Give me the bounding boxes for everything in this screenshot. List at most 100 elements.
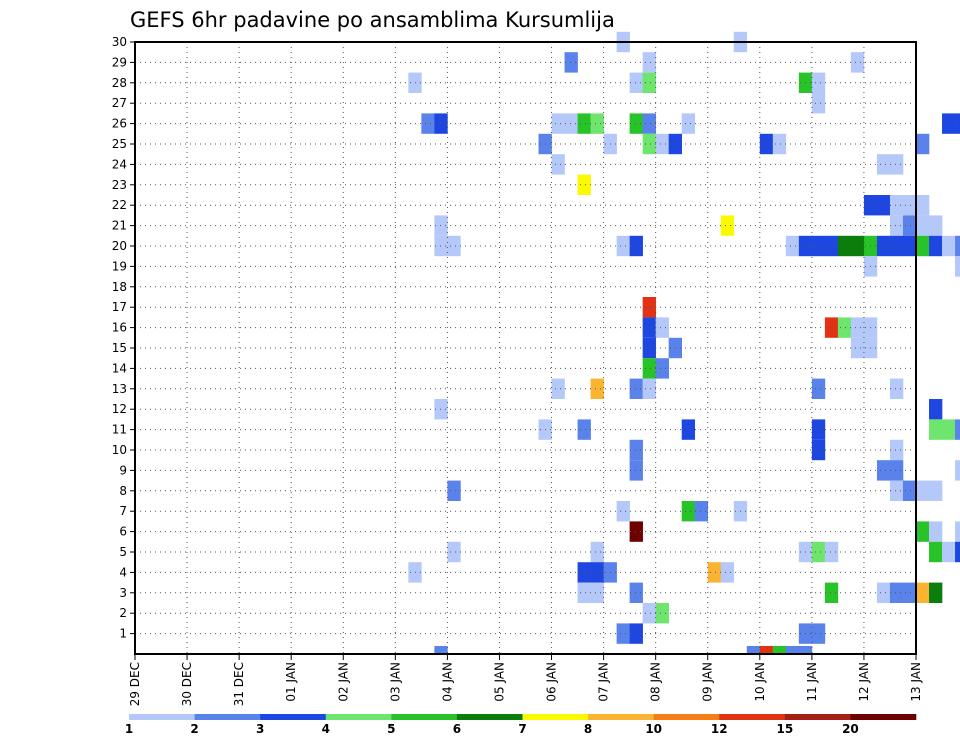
x-tick-label: 04 JAN [440, 662, 454, 702]
x-tick-label: 13 JAN [909, 662, 923, 702]
heatmap-cell [929, 399, 943, 420]
heatmap-cell [590, 562, 604, 583]
y-tick-label: 22 [112, 198, 127, 212]
heatmap-cell [629, 378, 643, 399]
heatmap-cell [629, 72, 643, 93]
heatmap-cell [434, 113, 448, 134]
y-tick-label: 25 [112, 137, 127, 151]
heatmap-cell [811, 439, 826, 461]
heatmap-cell [929, 215, 943, 236]
y-tick-label: 12 [112, 402, 127, 416]
y-tick-label: 10 [112, 443, 127, 457]
heatmap-cell [902, 215, 917, 236]
heatmap-cell [577, 113, 591, 134]
heatmap-cell [642, 113, 656, 134]
heatmap-cell [902, 480, 917, 501]
heatmap-cell [889, 480, 904, 501]
y-axis-ticks: 1234567891011121314151617181920212223242… [112, 35, 135, 641]
y-tick-label: 1 [119, 627, 127, 641]
heatmap-cell [629, 582, 643, 603]
colorbar-segment [129, 714, 195, 720]
heatmap-cell [955, 460, 960, 481]
heatmap-cell [929, 480, 943, 501]
heatmap-cell [616, 235, 630, 257]
heatmap-cell [577, 562, 591, 583]
y-tick-label: 23 [112, 178, 127, 192]
colorbar-label: 12 [711, 722, 728, 736]
heatmap-cell [434, 646, 448, 654]
heatmap-cell [434, 215, 448, 236]
heatmap-cell [551, 113, 565, 134]
colorbar-label: 8 [584, 722, 592, 736]
heatmap-cell [876, 195, 891, 216]
colorbar-label: 2 [190, 722, 198, 736]
y-tick-label: 4 [119, 565, 127, 579]
heatmap-cell [889, 378, 904, 399]
heatmap-cell [929, 419, 943, 440]
heatmap-cell [942, 113, 956, 134]
heatmap-cell [642, 378, 656, 399]
heatmap-cell [564, 113, 578, 134]
heatmap-cell [955, 113, 960, 134]
heatmap-cell [642, 52, 656, 73]
y-tick-label: 14 [112, 361, 127, 375]
x-tick-label: 05 JAN [492, 662, 506, 702]
heatmap-cell [955, 256, 960, 277]
x-axis-ticks: 29 DEC 30 DEC 31 DEC 01 JAN 02 JAN 03 JAN 04 J… [128, 654, 923, 706]
heatmap-cell [681, 419, 696, 440]
heatmap-cell [447, 480, 461, 501]
y-tick-label: 6 [119, 525, 127, 539]
heatmap-cell [811, 93, 826, 114]
y-tick-label: 5 [119, 545, 127, 559]
heatmap-cell [955, 235, 960, 257]
colorbar-segment [719, 714, 786, 720]
heatmap-cell [629, 521, 643, 542]
y-tick-label: 15 [112, 341, 127, 355]
heatmap-cell [655, 358, 669, 379]
y-tick-label: 19 [112, 259, 127, 273]
colorbar-label: 7 [518, 722, 526, 736]
y-tick-label: 13 [112, 382, 127, 396]
heatmap-cell [707, 562, 722, 583]
x-tick-label: 03 JAN [388, 662, 402, 702]
colorbar-label: 5 [387, 722, 395, 736]
heatmap-cell [889, 439, 904, 461]
heatmap-cell [642, 603, 656, 624]
heatmap-cell [889, 195, 904, 216]
heatmap-cell [850, 235, 865, 257]
heatmap-cell [929, 582, 943, 603]
heatmap-cell [929, 235, 943, 257]
colorbar-segment [391, 714, 458, 720]
heatmap-cell [629, 460, 643, 481]
colorbar-segment [588, 714, 654, 720]
colorbar-label: 15 [776, 722, 793, 736]
x-tick-label: 01 JAN [284, 662, 298, 702]
heatmap-cell [824, 582, 839, 603]
heatmap-cell [759, 646, 774, 654]
heatmap-cell [629, 235, 643, 257]
colorbar: 1 2 3 4 5 6 7 8 10 12 15 20 [125, 714, 917, 736]
y-tick-label: 20 [112, 239, 127, 253]
heatmap-cell [942, 235, 956, 257]
heatmap-cell [590, 582, 604, 603]
colorbar-segment [522, 714, 589, 720]
x-tick-label: 09 JAN [701, 662, 715, 702]
colorbar-segment [260, 714, 327, 720]
colorbar-label: 4 [322, 722, 330, 736]
y-tick-label: 17 [112, 300, 127, 314]
heatmap-cell [876, 582, 891, 603]
heatmap-cell [447, 235, 461, 257]
heatmap-cell [551, 154, 565, 175]
colorbar-segment [325, 714, 392, 720]
heatmap-cell [811, 378, 826, 399]
x-tick-label: 30 DEC [180, 662, 194, 706]
x-tick-label: 10 JAN [753, 662, 767, 702]
heatmap-cell [889, 154, 904, 175]
heatmap-cell [850, 337, 865, 359]
heatmap-cell [785, 235, 800, 257]
y-tick-label: 8 [119, 484, 127, 498]
heatmap-cell [772, 646, 787, 654]
colorbar-segment [653, 714, 720, 720]
heatmap-cell [889, 215, 904, 236]
y-tick-label: 16 [112, 321, 127, 335]
